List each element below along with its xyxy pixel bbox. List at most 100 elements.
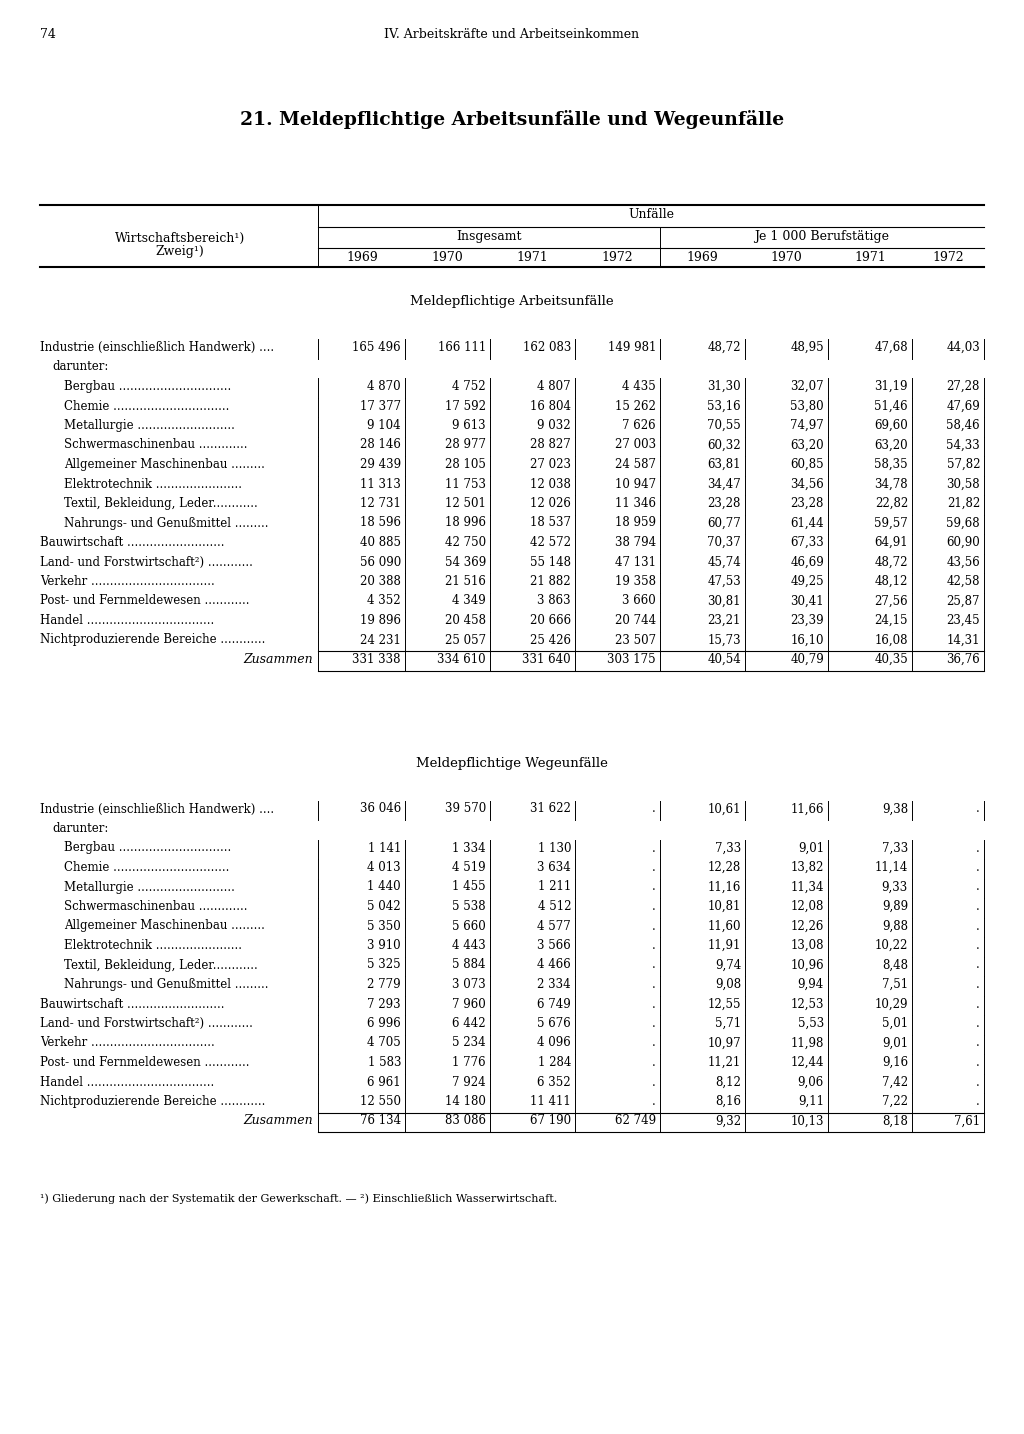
Text: Meldepflichtige Wegeunfälle: Meldepflichtige Wegeunfälle <box>416 757 608 770</box>
Text: 54 369: 54 369 <box>444 555 486 568</box>
Text: 7,51: 7,51 <box>882 978 908 991</box>
Text: 63,20: 63,20 <box>874 439 908 452</box>
Text: Chemie ...............................: Chemie ............................... <box>63 860 229 873</box>
Text: .: . <box>652 958 656 971</box>
Text: Nichtproduzierende Bereiche ............: Nichtproduzierende Bereiche ............ <box>40 1096 265 1108</box>
Text: 9 104: 9 104 <box>368 419 401 432</box>
Text: 4 096: 4 096 <box>538 1037 571 1050</box>
Text: 12 501: 12 501 <box>445 498 486 511</box>
Text: 15 262: 15 262 <box>615 400 656 413</box>
Text: 23 507: 23 507 <box>614 634 656 647</box>
Text: 40 885: 40 885 <box>360 536 401 549</box>
Text: 39 570: 39 570 <box>444 803 486 816</box>
Text: 149 981: 149 981 <box>607 341 656 354</box>
Text: 20 666: 20 666 <box>529 614 571 627</box>
Text: Unfälle: Unfälle <box>628 208 674 221</box>
Text: 28 146: 28 146 <box>360 439 401 452</box>
Text: 1971: 1971 <box>516 251 548 264</box>
Text: 16,08: 16,08 <box>874 634 908 647</box>
Text: 27 023: 27 023 <box>530 457 571 470</box>
Text: 48,72: 48,72 <box>708 341 741 354</box>
Text: Meldepflichtige Arbeitsunfälle: Meldepflichtige Arbeitsunfälle <box>411 295 613 308</box>
Text: Industrie (einschließlich Handwerk) ....: Industrie (einschließlich Handwerk) .... <box>40 803 274 816</box>
Text: 20 458: 20 458 <box>445 614 486 627</box>
Text: 4 577: 4 577 <box>538 919 571 932</box>
Text: Textil, Bekleidung, Leder............: Textil, Bekleidung, Leder............ <box>63 958 258 971</box>
Text: 9,01: 9,01 <box>798 842 824 855</box>
Text: 23,45: 23,45 <box>946 614 980 627</box>
Text: 15,73: 15,73 <box>708 634 741 647</box>
Text: 1 776: 1 776 <box>453 1055 486 1068</box>
Text: 47,69: 47,69 <box>946 400 980 413</box>
Text: 5 042: 5 042 <box>368 901 401 913</box>
Text: Verkehr .................................: Verkehr ................................… <box>40 575 215 588</box>
Text: 4 443: 4 443 <box>453 939 486 952</box>
Text: Land- und Forstwirtschaft²) ............: Land- und Forstwirtschaft²) ............ <box>40 1017 253 1030</box>
Text: 331 338: 331 338 <box>352 652 401 665</box>
Text: 303 175: 303 175 <box>607 652 656 665</box>
Text: 9,32: 9,32 <box>715 1114 741 1127</box>
Text: 8,16: 8,16 <box>715 1096 741 1108</box>
Text: .: . <box>976 803 980 816</box>
Text: 10 947: 10 947 <box>614 478 656 490</box>
Text: 83 086: 83 086 <box>445 1114 486 1127</box>
Text: ¹) Gliederung nach der Systematik der Gewerkschaft. — ²) Einschließlich Wasserwi: ¹) Gliederung nach der Systematik der Ge… <box>40 1193 557 1203</box>
Text: 12 731: 12 731 <box>360 498 401 511</box>
Text: 53,16: 53,16 <box>708 400 741 413</box>
Text: 30,81: 30,81 <box>708 595 741 608</box>
Text: 17 377: 17 377 <box>359 400 401 413</box>
Text: 23,39: 23,39 <box>791 614 824 627</box>
Text: 32,07: 32,07 <box>791 380 824 393</box>
Text: 25 057: 25 057 <box>444 634 486 647</box>
Text: 48,72: 48,72 <box>874 555 908 568</box>
Text: 25 426: 25 426 <box>530 634 571 647</box>
Text: 12,44: 12,44 <box>791 1055 824 1068</box>
Text: Allgemeiner Maschinenbau .........: Allgemeiner Maschinenbau ......... <box>63 457 265 470</box>
Text: 2 779: 2 779 <box>368 978 401 991</box>
Text: .: . <box>976 1055 980 1068</box>
Text: 11 346: 11 346 <box>615 498 656 511</box>
Text: 27 003: 27 003 <box>614 439 656 452</box>
Text: Post- und Fernmeldewesen ............: Post- und Fernmeldewesen ............ <box>40 1055 250 1068</box>
Text: 6 961: 6 961 <box>368 1076 401 1088</box>
Text: 47,53: 47,53 <box>708 575 741 588</box>
Text: 54,33: 54,33 <box>946 439 980 452</box>
Text: 8,18: 8,18 <box>882 1114 908 1127</box>
Text: 162 083: 162 083 <box>522 341 571 354</box>
Text: 12,55: 12,55 <box>708 998 741 1011</box>
Text: 48,95: 48,95 <box>791 341 824 354</box>
Text: 12,08: 12,08 <box>791 901 824 913</box>
Text: .: . <box>976 1037 980 1050</box>
Text: 9,38: 9,38 <box>882 803 908 816</box>
Text: 4 705: 4 705 <box>368 1037 401 1050</box>
Text: 38 794: 38 794 <box>614 536 656 549</box>
Text: 60,90: 60,90 <box>946 536 980 549</box>
Text: Elektrotechnik .......................: Elektrotechnik ....................... <box>63 478 242 490</box>
Text: 7 293: 7 293 <box>368 998 401 1011</box>
Text: 22,82: 22,82 <box>874 498 908 511</box>
Text: 10,13: 10,13 <box>791 1114 824 1127</box>
Text: Allgemeiner Maschinenbau .........: Allgemeiner Maschinenbau ......... <box>63 919 265 932</box>
Text: 20 388: 20 388 <box>360 575 401 588</box>
Text: 165 496: 165 496 <box>352 341 401 354</box>
Text: 9,89: 9,89 <box>882 901 908 913</box>
Text: 7,33: 7,33 <box>882 842 908 855</box>
Text: 5 538: 5 538 <box>453 901 486 913</box>
Text: 28 977: 28 977 <box>445 439 486 452</box>
Text: 60,77: 60,77 <box>708 516 741 529</box>
Text: .: . <box>652 1037 656 1050</box>
Text: .: . <box>976 998 980 1011</box>
Text: 9,88: 9,88 <box>882 919 908 932</box>
Text: Metallurgie ..........................: Metallurgie .......................... <box>63 419 234 432</box>
Text: 10,61: 10,61 <box>708 803 741 816</box>
Text: 1 284: 1 284 <box>538 1055 571 1068</box>
Text: 3 863: 3 863 <box>538 595 571 608</box>
Text: 57,82: 57,82 <box>946 457 980 470</box>
Text: 70,37: 70,37 <box>708 536 741 549</box>
Text: 21,82: 21,82 <box>947 498 980 511</box>
Text: 44,03: 44,03 <box>946 341 980 354</box>
Text: 1 334: 1 334 <box>453 842 486 855</box>
Text: 12 026: 12 026 <box>530 498 571 511</box>
Text: Bauwirtschaft ..........................: Bauwirtschaft .......................... <box>40 998 224 1011</box>
Text: 6 749: 6 749 <box>538 998 571 1011</box>
